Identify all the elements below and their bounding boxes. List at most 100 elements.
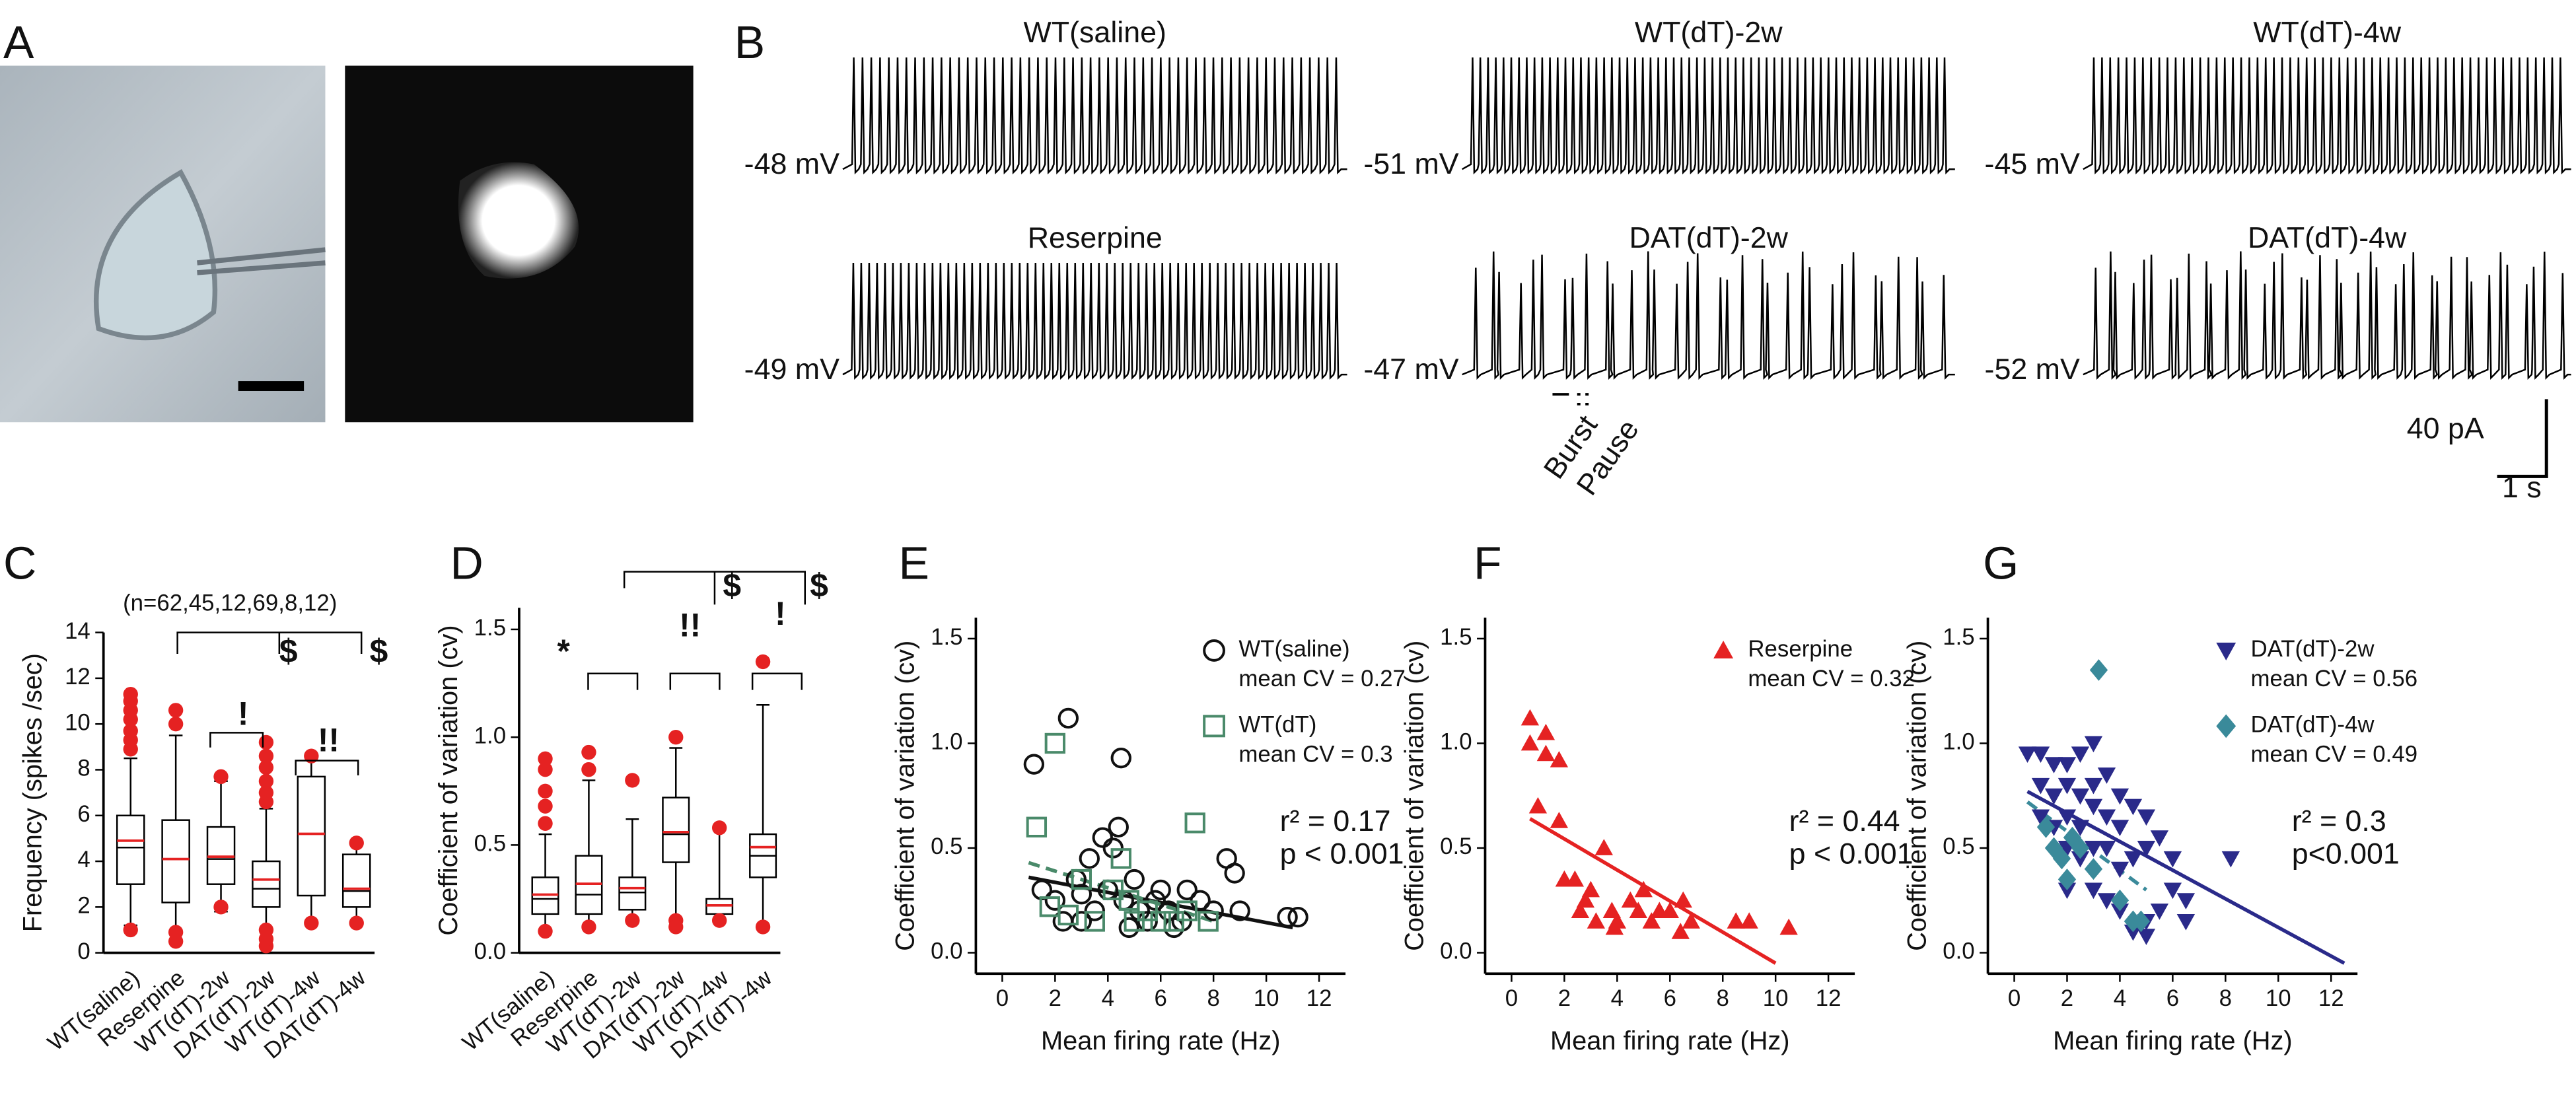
point: [1057, 904, 1079, 926]
outlier: [668, 919, 684, 935]
x-axis-label: Mean firing rate (Hz): [2053, 1026, 2293, 1055]
point: [1118, 917, 1139, 939]
x-tick-label: 2: [2061, 985, 2073, 1011]
cell-outline: [94, 169, 218, 341]
point: [2044, 757, 2063, 773]
outlier: [258, 760, 274, 775]
pipette: [197, 247, 326, 275]
x-tick-label: 10: [1254, 985, 1279, 1011]
y-tick-label: 1.5: [931, 624, 962, 650]
legend-mean: mean CV = 0.49: [2251, 741, 2418, 767]
membrane-potential-label: -45 mV: [1985, 147, 2080, 180]
significance-bracket: [669, 672, 721, 690]
point: [2018, 746, 2037, 763]
point: [1277, 906, 1298, 928]
x-tick-label: 0: [1505, 985, 1518, 1011]
point: [2071, 820, 2090, 836]
y-tick-label: 1.5: [1943, 624, 1974, 650]
point: [1594, 839, 1614, 855]
significance-bracket: [209, 732, 264, 748]
outlier: [349, 835, 364, 851]
x-tick-label: 2: [1558, 985, 1571, 1011]
outlier: [711, 913, 727, 928]
annotation: !!: [679, 606, 701, 643]
point: [2137, 809, 2156, 826]
membrane-potential-label: -52 mV: [1985, 353, 2080, 386]
outlier: [755, 654, 771, 670]
point: [2089, 659, 2108, 681]
y-tick-label: 1.5: [474, 615, 506, 641]
point: [1026, 816, 1048, 837]
point: [2163, 882, 2182, 900]
point: [1740, 912, 1758, 929]
point: [1550, 751, 1569, 767]
outlier: [755, 919, 771, 935]
y-tick-label: 1.5: [1440, 624, 1472, 650]
legend-label: DAT(dT)-2w: [2251, 636, 2375, 662]
point: [1124, 869, 1145, 890]
point: [2124, 851, 2143, 868]
point: [2110, 820, 2129, 836]
box: [662, 797, 690, 863]
annotation: *: [557, 633, 570, 670]
voltage-trace: [842, 262, 1347, 380]
point: [2071, 788, 2090, 805]
outlier: [168, 716, 184, 732]
trace-title: WT(dT)-4w: [2253, 16, 2401, 49]
point: [1108, 816, 1129, 837]
outlier: [168, 703, 184, 718]
panel-label: E: [899, 538, 929, 589]
y-tick-label: 2: [77, 893, 90, 919]
panel-label: D: [450, 538, 483, 589]
point: [2084, 858, 2103, 880]
point: [1118, 890, 1139, 911]
scale-bars: [2497, 399, 2548, 478]
outlier: [538, 762, 553, 777]
annotation: (n=62,45,12,69,8,12): [123, 590, 337, 616]
significance-bracket: [587, 672, 639, 690]
point: [1092, 827, 1113, 848]
outlier: [538, 799, 553, 814]
y-axis-label: Coefficient of variation (cv): [434, 625, 463, 935]
y-tick-label: 0.5: [474, 831, 506, 857]
outlier: [538, 816, 553, 831]
annotation: $: [810, 567, 828, 604]
y-tick-label: 0.0: [1440, 939, 1472, 964]
point: [1150, 879, 1171, 901]
x-tick-label: 4: [1102, 985, 1114, 1011]
box: [252, 860, 281, 908]
voltage-trace: [1462, 251, 1955, 380]
outlier: [123, 922, 138, 938]
legend-marker: [2216, 643, 2236, 660]
point: [2084, 799, 2103, 816]
point: [1727, 912, 1745, 929]
y-tick-label: 0.0: [474, 939, 506, 964]
outlier: [581, 919, 596, 935]
point: [1550, 812, 1569, 828]
outlier: [258, 734, 274, 750]
point: [2084, 882, 2103, 900]
point: [1576, 891, 1595, 908]
y-tick-label: 4: [77, 847, 90, 872]
regression-line: [1529, 817, 1777, 965]
point: [2084, 777, 2103, 795]
cell-fluorescence: [458, 162, 579, 279]
point: [2071, 746, 2090, 763]
annotation: !: [238, 695, 249, 732]
x-tick-label: 0: [996, 985, 1009, 1011]
outlier: [625, 773, 640, 788]
point: [1571, 902, 1590, 919]
y-tick-label: 12: [65, 664, 90, 690]
outlier: [711, 820, 727, 835]
point: [1287, 906, 1308, 928]
x-tick-label: 10: [1763, 985, 1789, 1011]
outlier: [625, 913, 640, 928]
legend-label: Reserpine: [1748, 636, 1853, 662]
significance-bracket: [176, 631, 363, 654]
voltage-trace: [2083, 57, 2571, 175]
outlier: [168, 925, 184, 940]
point: [1150, 911, 1171, 932]
point: [2052, 847, 2071, 870]
outlier: [258, 748, 274, 764]
outlier: [581, 762, 596, 777]
